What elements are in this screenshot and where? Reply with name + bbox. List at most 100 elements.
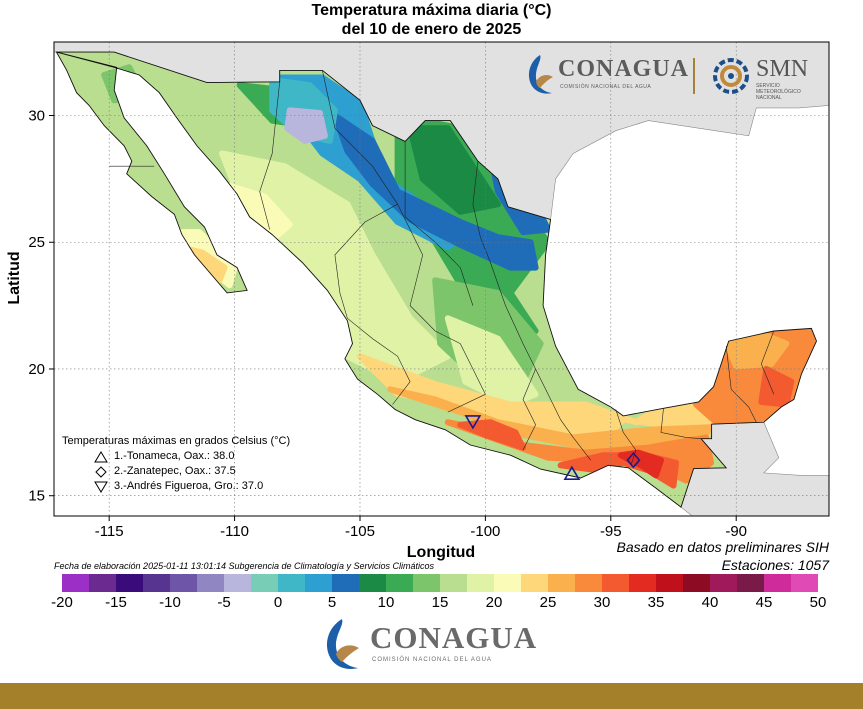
y-tick-label: 15 (28, 488, 45, 505)
colorbar-label: 0 (273, 594, 283, 611)
state-boundary (259, 81, 280, 230)
colorbar-segment (710, 574, 737, 592)
y-axis-title: Latitud (6, 251, 23, 304)
state-boundary (535, 368, 591, 461)
colorbar-segment (575, 574, 602, 592)
triangle-down-marker (464, 415, 482, 430)
colorbar-segment (386, 574, 413, 592)
colorbar-label: -5 (217, 594, 231, 611)
credit-text: Fecha de elaboración 2025-01-11 13:01:14… (54, 561, 435, 571)
colorbar-label: 50 (809, 594, 827, 611)
x-tick-label: -115 (95, 523, 124, 540)
colorbar-label: 35 (647, 594, 665, 611)
conagua-logo-subtitle: COMISIÓN NACIONAL DEL AGUA (372, 657, 492, 663)
smn-logo-subtitle: SERVICIO METEOROLÓGICO NACIONAL (756, 83, 801, 101)
triangle-up-marker (563, 465, 581, 481)
map-frame (53, 41, 830, 517)
state-boundary (347, 318, 411, 405)
colorbar-segment (62, 574, 89, 592)
colorbar-segment (467, 574, 494, 592)
colorbar-segment (278, 574, 305, 592)
colorbar-segment (197, 574, 224, 592)
gridlines (54, 42, 829, 516)
colorbar-segment (251, 574, 278, 592)
colorbar-label: -20 (51, 594, 73, 611)
legend-entry-text: 3.-Andrés Figueroa, Gro.: 37.0 (114, 480, 264, 492)
conagua-logo-icon (528, 55, 553, 94)
state-boundary (725, 346, 757, 423)
diamond-icon (95, 465, 107, 478)
colorbar-segment (791, 574, 818, 592)
map-title-line2: del 10 de enero de 2025 (341, 21, 522, 38)
x-axis-title: Longitud (407, 544, 475, 561)
colorbar-label: 40 (701, 594, 719, 611)
triangle-down-icon (94, 481, 108, 493)
y-tick-label: 20 (28, 361, 45, 378)
colorbar-segment (305, 574, 332, 592)
colorbar-label: 5 (327, 594, 337, 611)
diamond-marker (626, 451, 641, 469)
colorbar-label: -10 (159, 594, 181, 611)
state-boundary (447, 343, 486, 413)
smn-logo-text: SMN (756, 56, 809, 82)
state-boundary (660, 408, 702, 439)
colorbar-segment (656, 574, 683, 592)
colorbar-label: 15 (431, 594, 449, 611)
temperature-zone (284, 107, 328, 144)
colorbar-label: 30 (593, 594, 611, 611)
colorbar-segment (521, 574, 548, 592)
x-tick-label: -100 (470, 523, 500, 540)
legend-entry: 3.-Andrés Figueroa, Gro.: 37.0 (62, 479, 352, 494)
preliminary-data-text: Basado en datos preliminares SIH (616, 539, 829, 555)
logo-footer: CONAGUA COMISIÓN NACIONAL DEL AGUA (318, 616, 548, 672)
colorbar-segment (170, 574, 197, 592)
colorbar-segment (629, 574, 656, 592)
colorbar-segment (116, 574, 143, 592)
map-title: Temperatura máxima diaria (°C) del 10 de… (0, 1, 863, 39)
station-count: Estaciones: 1057 (721, 557, 829, 573)
conagua-logo-icon (326, 619, 359, 669)
station-legend: Temperaturas máximas en grados Celsius (… (62, 434, 352, 494)
colorbar-label: 25 (539, 594, 557, 611)
legend-entry: 2.-Zanatepec, Oax.: 37.5 (62, 464, 352, 479)
colorbar-segment (548, 574, 575, 592)
triangle-up-icon (94, 450, 108, 462)
logo-divider (693, 58, 695, 94)
colorbar-segment (332, 574, 359, 592)
x-tick-label: -105 (345, 523, 375, 540)
colorbar-segment (764, 574, 791, 592)
conagua-logo-subtitle: COMISIÓN NACIONAL DEL AGUA (560, 84, 652, 90)
colorbar-segment (143, 574, 170, 592)
x-tick-label: -110 (220, 523, 249, 540)
data-source-note: Basado en datos preliminares SIH Estacio… (617, 538, 829, 574)
state-boundary (615, 409, 637, 466)
temperature-field (101, 64, 817, 489)
map-title-line1: Temperatura máxima diaria (°C) (311, 2, 552, 19)
state-boundary (760, 330, 775, 395)
colorbar-labels: -20 -15 -10 -5 0 5 10 15 20 25 30 35 40 45 50 (51, 594, 826, 614)
colorbar-segment (683, 574, 710, 592)
temperature-zone (331, 112, 539, 271)
colorbar-segment (359, 574, 386, 592)
colorbar-segment (89, 574, 116, 592)
state-boundary (472, 161, 506, 306)
temperature-zone (407, 125, 501, 215)
mexico-outline (55, 51, 817, 508)
colorbar-segment (413, 574, 440, 592)
colorbar (62, 574, 818, 592)
station-markers (464, 415, 641, 481)
temperature-zone (617, 449, 664, 479)
x-tick-label: -90 (725, 523, 747, 540)
colorbar-segment (224, 574, 251, 592)
colorbar-segment (494, 574, 521, 592)
legend-title: Temperaturas máximas en grados Celsius (… (62, 435, 291, 447)
x-tick-label: -95 (600, 523, 622, 540)
legend-entry-text: 2.-Zanatepec, Oax.: 37.5 (114, 465, 236, 477)
state-boundary (505, 305, 536, 451)
footer-bar (0, 683, 863, 709)
colorbar-segment (440, 574, 467, 592)
colorbar-segment (602, 574, 629, 592)
colorbar-label: 10 (377, 594, 395, 611)
y-tick-label: 25 (28, 234, 45, 251)
